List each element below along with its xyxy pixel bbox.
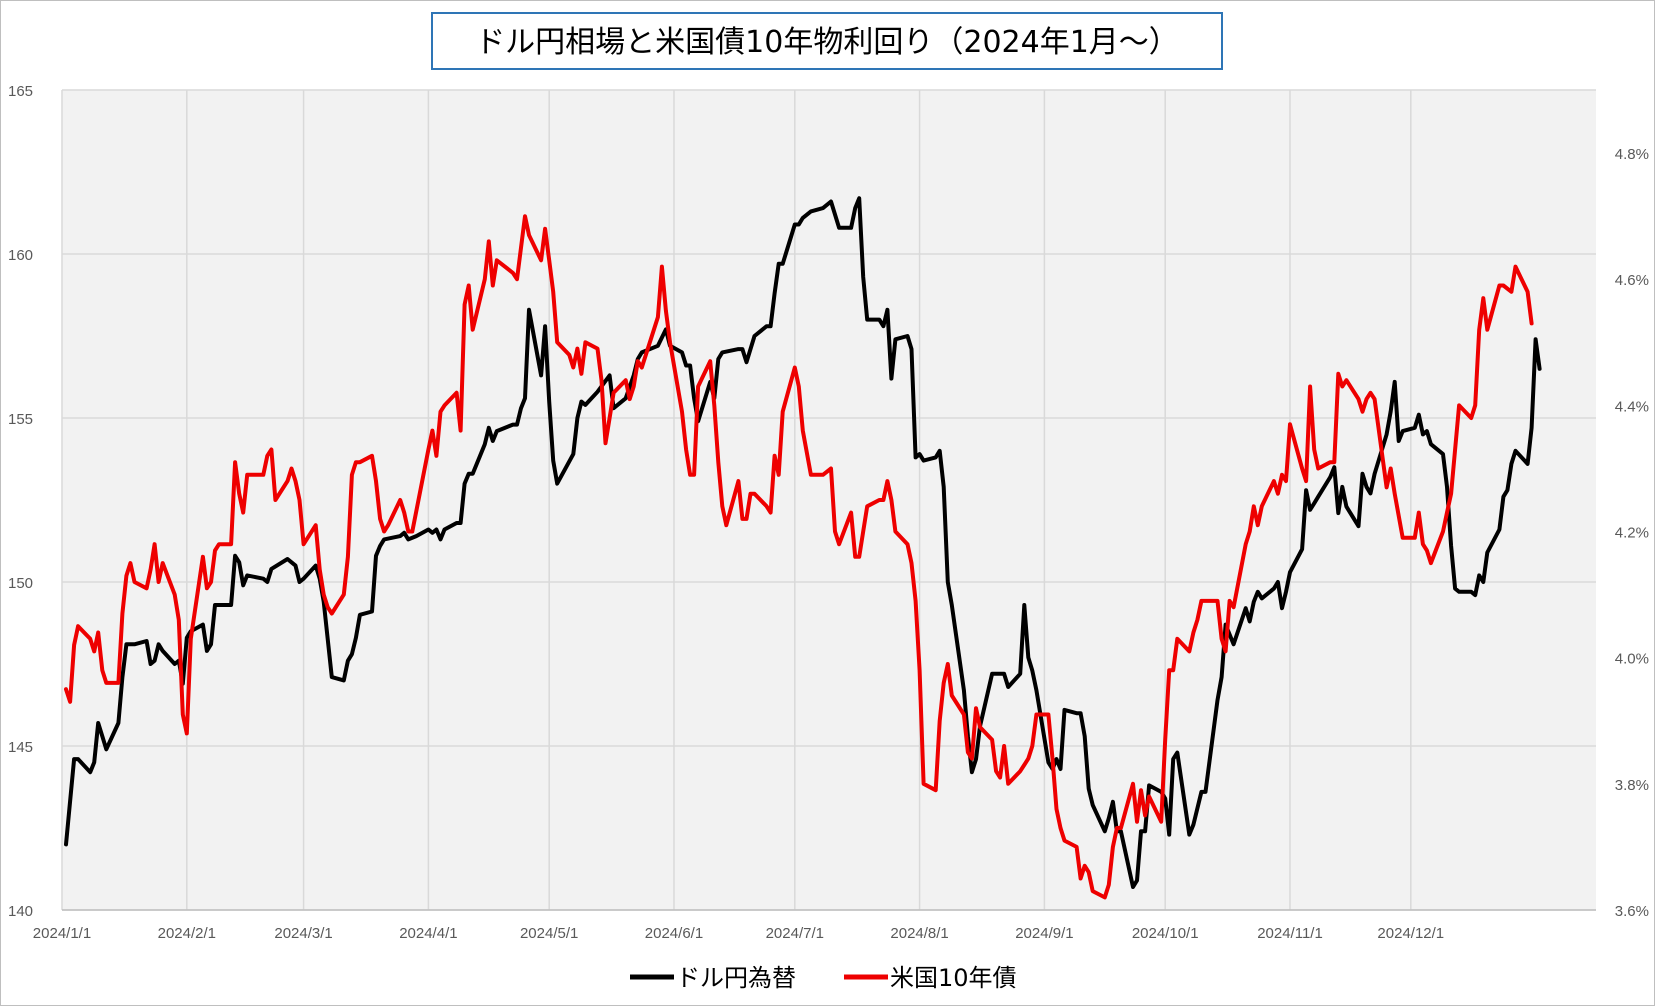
x-tick-label: 2024/1/1 (33, 925, 91, 942)
right-tick-label: 4.8% (1615, 146, 1649, 163)
x-tick-label: 2024/3/1 (274, 925, 332, 942)
series-line-us10y (64, 214, 1534, 900)
left-tick-label: 145 (8, 739, 33, 756)
x-tick-label: 2024/5/1 (520, 925, 578, 942)
right-tick-label: 4.4% (1615, 398, 1649, 415)
right-tick-label: 3.6% (1615, 903, 1649, 920)
x-tick-label: 2024/6/1 (645, 925, 703, 942)
x-tick-label: 2024/9/1 (1015, 925, 1073, 942)
x-tick-label: 2024/2/1 (158, 925, 216, 942)
plot-area (62, 90, 1596, 910)
x-tick-label: 2024/8/1 (890, 925, 948, 942)
left-tick-label: 155 (8, 411, 33, 428)
axis-labels: 2024/1/1 2024/2/1 2024/3/1 2024/4/1 2024/5/1… (8, 83, 1649, 942)
x-tick-label: 2024/12/1 (1377, 925, 1444, 942)
left-tick-label: 140 (8, 903, 33, 920)
left-tick-label: 150 (8, 575, 33, 592)
x-tick-label: 2024/4/1 (399, 925, 457, 942)
chart-title: ドル円相場と米国債10年物利回り（2024年1月～） (475, 25, 1179, 60)
x-tick-label: 2024/7/1 (766, 925, 824, 942)
x-tick-label: 2024/10/1 (1132, 925, 1199, 942)
right-tick-label: 4.6% (1615, 272, 1649, 289)
title-box (431, 12, 1223, 70)
grid-lines (61, 89, 1596, 911)
right-tick-label: 4.0% (1615, 651, 1649, 668)
x-tick-label: 2024/11/1 (1257, 925, 1323, 942)
right-tick-label: 3.8% (1615, 777, 1649, 794)
left-tick-label: 165 (8, 83, 33, 100)
series-lines (64, 196, 1542, 900)
left-tick-label: 160 (8, 247, 33, 264)
legend-label-us10y: 米国10年債 (890, 964, 1017, 992)
legend: ドル円為替 米国10年債 (630, 964, 1017, 992)
right-tick-label: 4.2% (1615, 525, 1649, 542)
legend-label-usdjpy: ドル円為替 (676, 964, 796, 992)
